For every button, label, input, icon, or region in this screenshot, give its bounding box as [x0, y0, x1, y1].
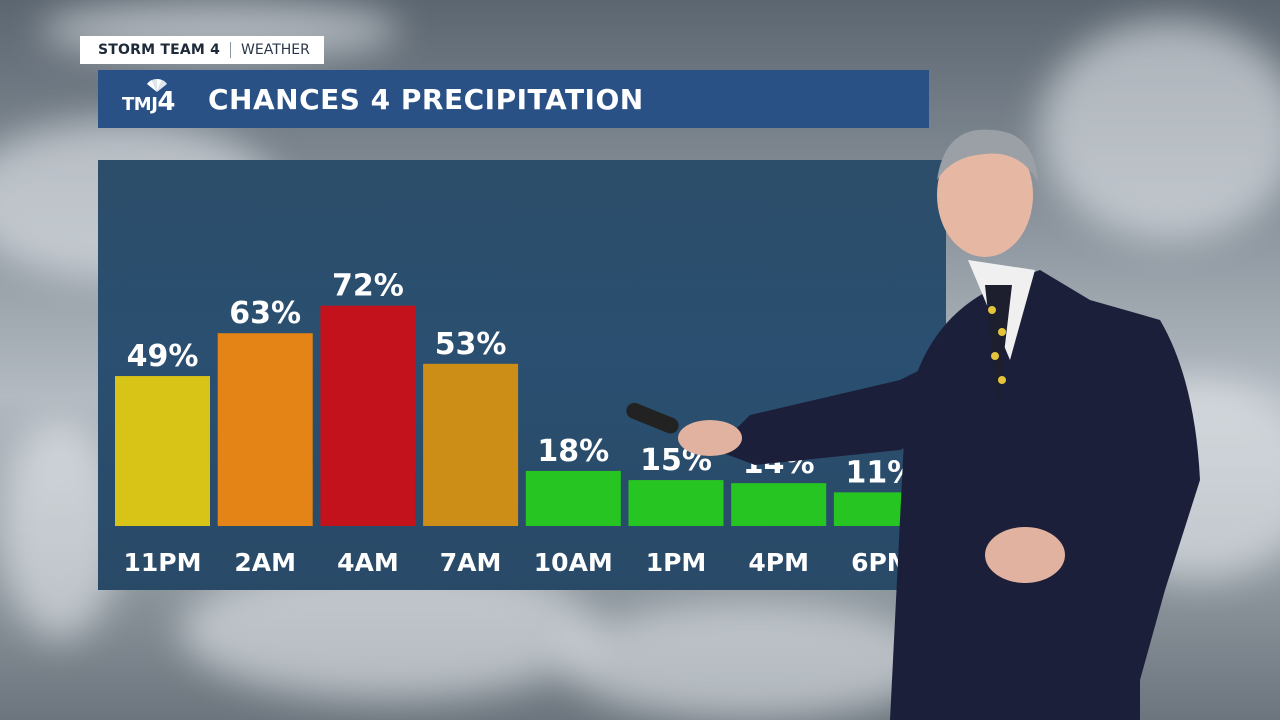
value-label-1pm: 15% [640, 443, 712, 478]
bar-4am [320, 305, 416, 526]
logo-letters: TMJ [122, 94, 158, 115]
category-label-4am: 4AM [337, 548, 399, 577]
title-bar: TMJ4 CHANCES 4 PRECIPITATION [98, 70, 929, 128]
precipitation-chart: 49% 11PM 63% 2AM 72% 4AM 53% 7AM 18% 10AM 15% 1PM 14… [115, 269, 929, 577]
brand-tag: STORM TEAM 4 WEATHER [80, 36, 324, 64]
logo-number: 4 [157, 87, 175, 117]
bar-11pm [115, 376, 210, 526]
value-label-7am: 53% [435, 327, 507, 362]
category-label-1pm: 1PM [646, 548, 707, 577]
value-label-4am: 72% [332, 269, 404, 304]
value-label-10am: 18% [537, 434, 609, 469]
bar-1pm [628, 480, 724, 526]
value-label-6pm: 11% [845, 455, 917, 490]
bar-7am [423, 363, 519, 526]
bar-4pm [731, 483, 827, 526]
category-label-4pm: 4PM [748, 548, 809, 577]
category-label-7am: 7AM [440, 548, 502, 577]
chart-panel: 49% 11PM 63% 2AM 72% 4AM 53% 7AM 18% 10AM 15% 1PM 14… [98, 160, 946, 590]
peacock-icon [147, 78, 167, 92]
bar-2am [217, 333, 313, 526]
brand-tag-secondary: WEATHER [241, 42, 310, 58]
value-label-4pm: 14% [743, 446, 815, 481]
page-title: CHANCES 4 PRECIPITATION [208, 82, 644, 116]
value-label-2am: 63% [229, 296, 301, 331]
brand-tag-primary: STORM TEAM 4 [98, 42, 221, 58]
value-label-11pm: 49% [127, 339, 199, 374]
category-label-10am: 10AM [534, 548, 613, 577]
category-label-11pm: 11PM [124, 548, 202, 577]
bar-10am [525, 470, 621, 526]
brand-tag-divider [230, 42, 232, 58]
category-label-2am: 2AM [234, 548, 296, 577]
category-label-6pm: 6PM [851, 548, 912, 577]
station-logo: TMJ4 [122, 74, 196, 124]
bar-6pm [833, 492, 929, 526]
